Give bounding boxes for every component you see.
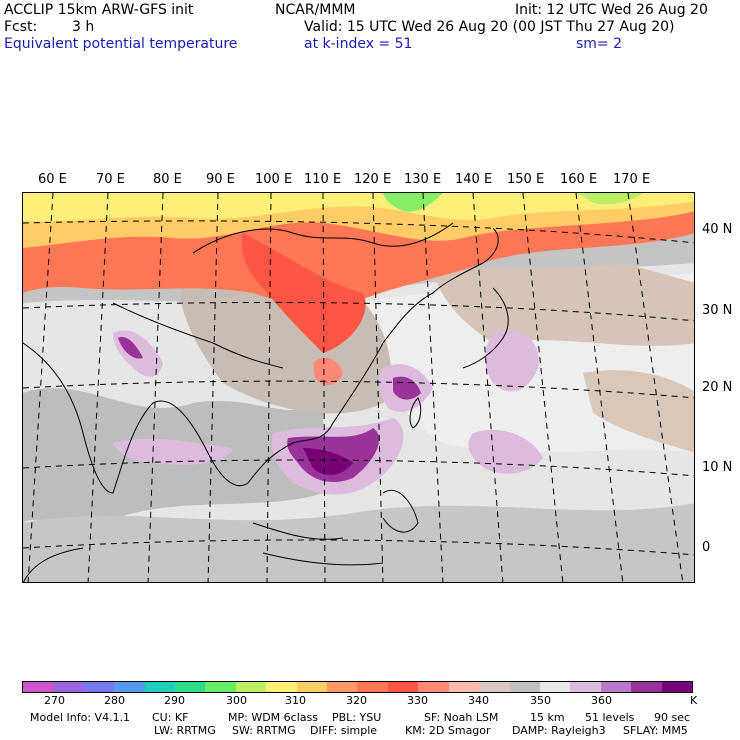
lat-label: 30 N — [702, 303, 733, 318]
colorbar-segment — [53, 682, 84, 692]
diff-scheme: DIFF: simple — [310, 724, 378, 737]
pbl-scheme: PBL: YSU — [332, 711, 382, 724]
colorbar-segment — [600, 682, 632, 692]
colorbar-segment — [114, 682, 145, 692]
colorbar-segment — [266, 682, 297, 692]
colorbar-segment — [448, 682, 480, 692]
colorbar-tick: 270 — [44, 694, 65, 707]
timestep: 90 sec — [654, 711, 691, 724]
colorbar-segment — [296, 682, 328, 692]
colorbar-tick: 280 — [104, 694, 125, 707]
sw-scheme: SW: RRTMG — [232, 724, 296, 737]
colorbar-segment — [387, 682, 419, 692]
colorbar-tick: 330 — [407, 694, 428, 707]
colorbar-segment — [175, 682, 206, 692]
km-scheme: KM: 2D Smagor — [405, 724, 491, 737]
colorbar-tick: 300 — [226, 694, 247, 707]
colorbar — [22, 681, 693, 693]
forecast-label: Fcst: — [4, 19, 38, 35]
lon-label: 170 E — [613, 172, 651, 187]
forecast-hour: 3 h — [72, 19, 95, 35]
lon-label: 150 E — [507, 172, 545, 187]
colorbar-tick: 350 — [530, 694, 551, 707]
field-name: Equivalent potential temperature — [4, 36, 238, 52]
colorbar-tick: 340 — [468, 694, 489, 707]
colorbar-segment — [539, 682, 571, 692]
lon-label: 90 E — [206, 172, 235, 187]
theta-e-field — [23, 193, 694, 582]
cu-scheme: CU: KF — [152, 711, 189, 724]
lw-scheme: LW: RRTMG — [154, 724, 216, 737]
colorbar-unit: K — [690, 694, 698, 707]
lat-label: 40 N — [702, 222, 733, 237]
lon-label: 130 E — [404, 172, 442, 187]
colorbar-segment — [661, 682, 692, 692]
resolution: 15 km — [530, 711, 565, 724]
org-label: NCAR/MMM — [275, 2, 356, 18]
lon-label: 100 E — [255, 172, 293, 187]
colorbar-segment — [479, 682, 510, 692]
colorbar-tick: 310 — [285, 694, 306, 707]
colorbar-tick: 320 — [346, 694, 367, 707]
damp-scheme: DAMP: Rayleigh3 — [512, 724, 606, 737]
model-version: Model Info: V4.1.1 — [30, 711, 131, 724]
lon-label: 160 E — [560, 172, 598, 187]
levels: 51 levels — [585, 711, 635, 724]
lat-label: 20 N — [702, 380, 733, 395]
lon-label: 80 E — [153, 172, 182, 187]
init-time: Init: 12 UTC Wed 26 Aug 20 — [515, 2, 708, 18]
colorbar-segment — [327, 682, 358, 692]
colorbar-segment — [631, 682, 662, 692]
smoothing-label: sm= 2 — [576, 36, 623, 52]
lat-label: 0 — [702, 540, 711, 555]
colorbar-segment — [570, 682, 601, 692]
valid-time: Valid: 15 UTC Wed 26 Aug 20 (00 JST Thu … — [304, 19, 675, 35]
colorbar-tick: 360 — [591, 694, 612, 707]
colorbar-segment — [509, 682, 540, 692]
lon-label: 110 E — [304, 172, 342, 187]
colorbar-segment — [418, 682, 449, 692]
lat-label: 10 N — [702, 460, 733, 475]
lon-label: 70 E — [96, 172, 125, 187]
colorbar-segment — [357, 682, 388, 692]
model-title: ACCLIP 15km ARW-GFS init — [4, 2, 194, 18]
colorbar-segment — [23, 682, 54, 692]
lon-label: 60 E — [38, 172, 67, 187]
level-index: at k-index = 51 — [304, 36, 413, 52]
map-panel — [22, 192, 695, 583]
mp-scheme: MP: WDM 6class — [228, 711, 318, 724]
colorbar-segment — [83, 682, 115, 692]
lon-label: 120 E — [354, 172, 392, 187]
lon-label: 140 E — [455, 172, 493, 187]
colorbar-tick: 290 — [164, 694, 185, 707]
sf-scheme: SF: Noah LSM — [424, 711, 499, 724]
sflay-scheme: SFLAY: MM5 — [623, 724, 688, 737]
colorbar-segment — [235, 682, 267, 692]
colorbar-segment — [144, 682, 176, 692]
colorbar-segment — [205, 682, 236, 692]
